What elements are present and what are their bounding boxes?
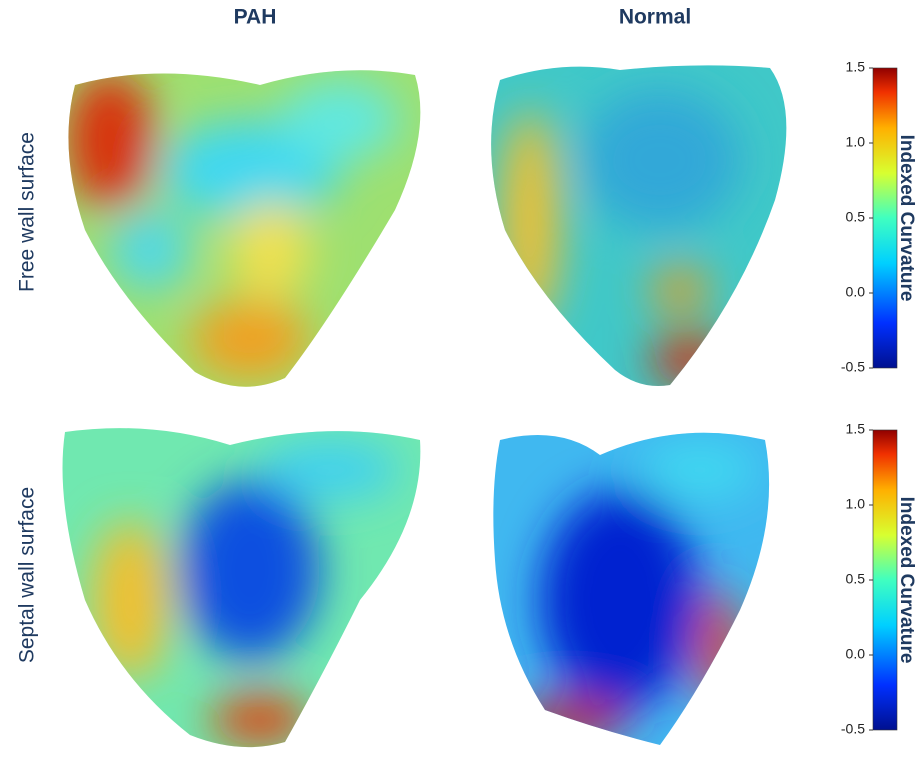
column-title: PAH — [234, 6, 277, 29]
tick-label: 0.0 — [846, 646, 866, 662]
column-title: Normal — [619, 6, 691, 29]
row-label: Septal wall surface — [16, 487, 39, 663]
heart-normal-septal — [493, 432, 770, 745]
tick-label: -0.5 — [841, 359, 865, 375]
colorbar — [872, 67, 898, 369]
tick-label: 1.0 — [846, 496, 866, 512]
heart-pah-free — [68, 70, 421, 387]
tick-label: 0.0 — [846, 284, 866, 300]
tick-label: -0.5 — [841, 721, 865, 737]
tick-label: 1.5 — [846, 59, 866, 75]
colorbar-label: Indexed Curvature — [896, 135, 916, 302]
tick-label: 1.5 — [846, 421, 866, 437]
heart-pah-septal — [62, 428, 421, 748]
heart-normal-free — [491, 65, 787, 386]
row-label: Free wall surface — [16, 132, 39, 292]
colorbar — [872, 429, 898, 731]
colorbar-label: Indexed Curvature — [896, 497, 916, 664]
tick-label: 0.5 — [846, 209, 866, 225]
tick-label: 0.5 — [846, 571, 866, 587]
tick-label: 1.0 — [846, 134, 866, 150]
